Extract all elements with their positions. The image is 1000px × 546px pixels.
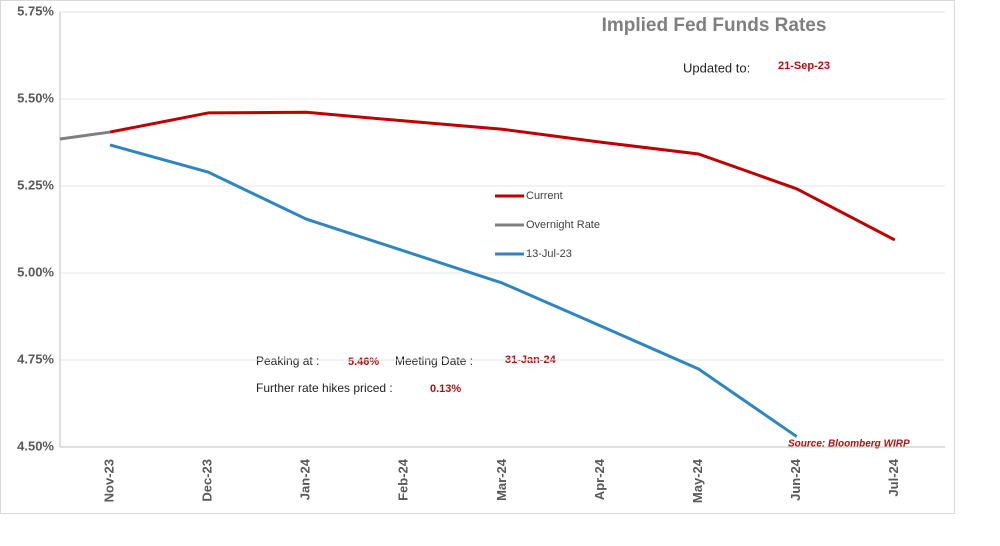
annotation: 0.13% (430, 383, 461, 395)
annotation: 21-Sep-23 (778, 60, 830, 72)
x-tick-label: Jun-24 (788, 458, 803, 501)
annotation: Meeting Date : (395, 354, 473, 368)
chart-title: Implied Fed Funds Rates (602, 15, 827, 36)
x-tick-label: Dec-23 (200, 459, 215, 502)
x-tick-label: Jan-24 (298, 458, 313, 500)
y-tick-label: 5.75% (17, 3, 54, 18)
annotation: Further rate hikes priced : (256, 381, 393, 395)
y-tick-label: 5.00% (17, 264, 54, 279)
x-tick-label: Feb-24 (396, 458, 411, 501)
legend-label: 13-Jul-23 (526, 248, 572, 260)
legend-label: Overnight Rate (526, 219, 600, 231)
series-line (109, 110, 896, 242)
source-note: Source: Bloomberg WIRP (788, 439, 910, 450)
y-tick-label: 4.75% (17, 351, 54, 366)
series-line (59, 130, 111, 141)
legend-label: Current (526, 190, 563, 202)
y-tick-label: 5.25% (17, 177, 54, 192)
annotation: Peaking at : (256, 354, 319, 368)
x-tick-label: May-24 (690, 458, 705, 503)
series-line (109, 143, 798, 438)
x-tick-label: Nov-23 (101, 459, 116, 502)
annotation: Updated to: (683, 60, 750, 75)
y-tick-label: 4.50% (17, 438, 54, 453)
x-tick-label: Apr-24 (592, 458, 607, 500)
y-tick-label: 5.50% (17, 90, 54, 105)
x-tick-label: Mar-24 (494, 458, 509, 501)
chart-frame (0, 0, 955, 514)
annotation: 5.46% (348, 356, 379, 368)
x-tick-label: Jul-24 (886, 458, 901, 496)
